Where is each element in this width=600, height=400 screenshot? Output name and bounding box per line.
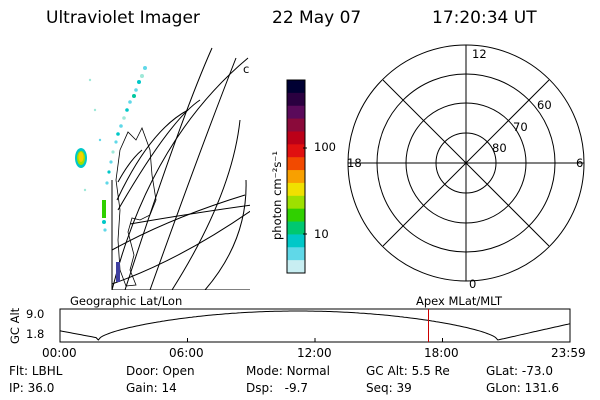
colorbar-band (287, 144, 305, 158)
mlt-label-18: 18 (347, 156, 362, 170)
timeline-x-tick: 18:00 (424, 346, 459, 360)
status-glat: GLat: -73.0 (486, 364, 553, 378)
geo-grid-arc (111, 57, 249, 290)
colorbar-band (287, 92, 305, 107)
status-mode: Mode: Normal (246, 364, 330, 378)
status-dsp: Dsp: -9.7 (246, 381, 309, 395)
geo-grid-arc (129, 204, 250, 225)
colorbar (286, 79, 306, 274)
status-seq: Seq: 39 (366, 381, 412, 395)
status-gcalt: GC Alt: 5.5 Re (366, 364, 450, 378)
colorbar-frame (286, 79, 306, 274)
mlt-label-0: 0 (469, 277, 477, 291)
colorbar-band (287, 118, 305, 132)
altitude-curve (59, 310, 571, 341)
colorbar-tick-label: 100 (314, 140, 336, 154)
observation-time: 17:20:34 UT (432, 8, 537, 28)
coastline-marker (116, 262, 120, 282)
apex-panel-label: Apex MLat/MLT (416, 294, 503, 308)
altitude-timeline (59, 308, 571, 343)
colorbar-band (287, 182, 305, 197)
colorbar-band (287, 208, 305, 223)
polar-mlt-plot (347, 44, 585, 282)
colorbar-band (287, 260, 305, 274)
geo-grid-arc (111, 210, 250, 285)
instrument-title: Ultraviolet Imager (46, 8, 200, 28)
timeline-x-tick: 06:00 (169, 346, 204, 360)
mlt-label-6: 6 (576, 156, 584, 170)
geographic-panel-label: Geographic Lat/Lon (70, 294, 183, 308)
colorbar-band (287, 195, 305, 210)
geo-grid-arc (204, 179, 247, 290)
mlat-label-80: 80 (492, 141, 507, 155)
status-gain: Gain: 14 (126, 381, 177, 395)
coastline (115, 126, 157, 287)
mlt-diagonal (382, 79, 550, 247)
timeline-y-axis-label: GC Alt (8, 307, 22, 344)
colorbar-tick-label: 10 (314, 227, 329, 241)
status-glon: GLon: 131.6 (486, 381, 559, 395)
timeline-x-tick: 00:00 (42, 346, 77, 360)
timeline-y-tick: 1.8 (26, 327, 45, 341)
timeline-x-tick: 23:59 (551, 346, 586, 360)
geo-grid-arc (117, 99, 201, 211)
status-flt: Flt: LBHL (9, 364, 63, 378)
colorbar-band (287, 234, 305, 248)
colorbar-band (287, 247, 305, 261)
colorbar-band (287, 157, 305, 171)
geo-grid-arc (124, 47, 213, 290)
colorbar-band (287, 170, 305, 184)
status-ip: IP: 36.0 (9, 381, 55, 395)
mlat-label-70: 70 (513, 120, 528, 134)
geo-grid-arc (171, 119, 241, 290)
geo-grid-arc (111, 194, 246, 251)
auroral-emission (75, 66, 147, 232)
geographic-image-panel (75, 47, 250, 290)
colorbar-band (287, 131, 305, 145)
geo-grid-arc (117, 149, 143, 183)
geo-grid-arc (149, 57, 237, 290)
observation-date: 22 May 07 (272, 8, 362, 28)
timeline-y-tick: 9.0 (26, 307, 45, 321)
colorbar-band (287, 105, 305, 120)
colorbar-band (287, 221, 305, 235)
status-door: Door: Open (126, 364, 195, 378)
colorbar-ticks (303, 147, 307, 235)
geo-marker-text: c (243, 62, 250, 76)
geo-grid-arc (116, 109, 189, 201)
mlat-label-60: 60 (537, 98, 552, 112)
mlt-label-12: 12 (472, 47, 487, 61)
colorbar-band (287, 80, 305, 94)
timeline-x-tick: 12:00 (297, 346, 332, 360)
